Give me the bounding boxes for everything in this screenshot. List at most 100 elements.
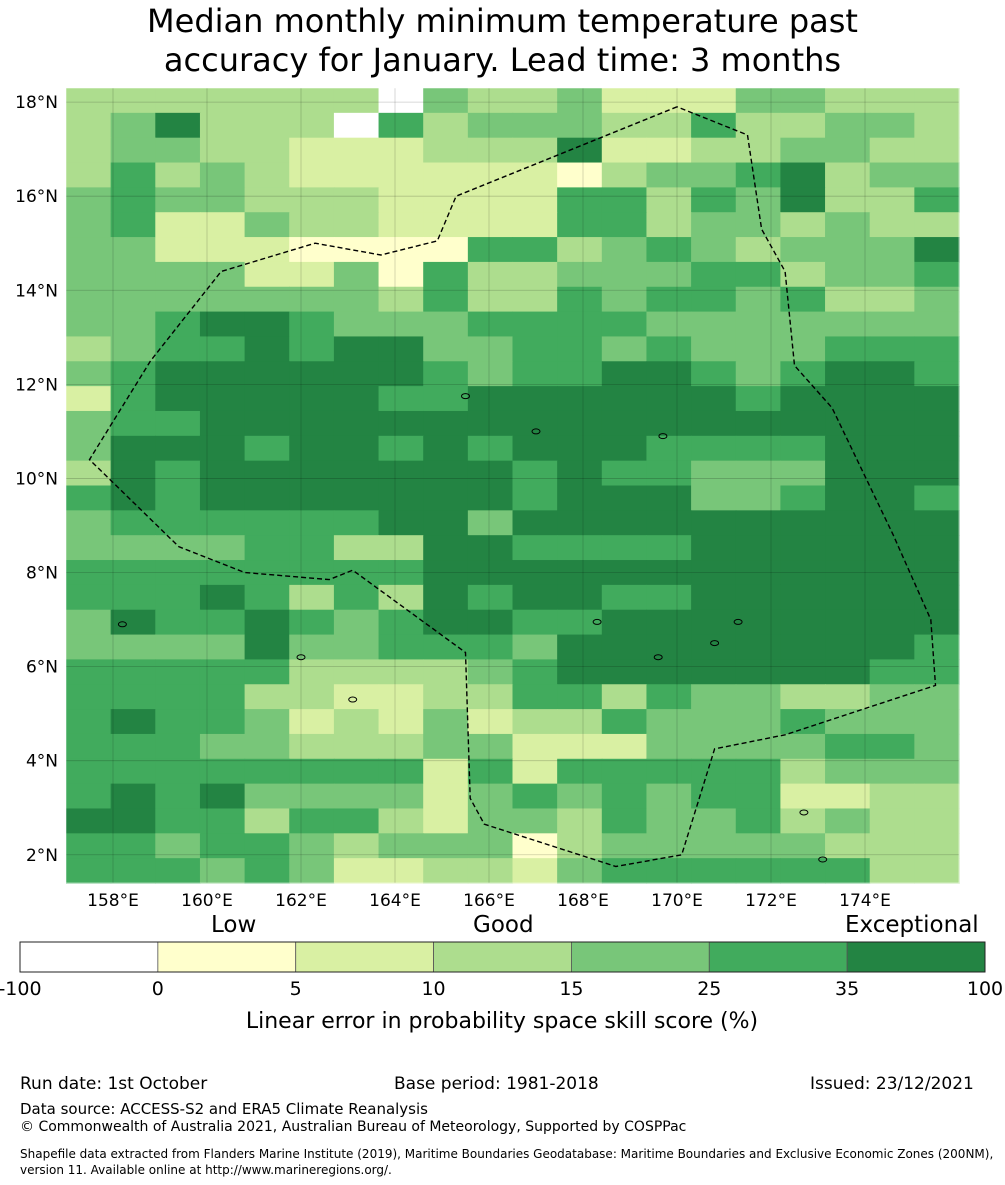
skill-cell [780,783,826,810]
skill-cell [691,361,737,387]
skill-cell [199,237,246,263]
skill-cell [914,187,960,213]
skill-cell [378,137,424,164]
skill-cell [66,560,112,586]
skill-cell [244,584,290,611]
skill-cell [423,286,469,313]
skill-cell [244,162,290,188]
skill-cell [289,733,335,760]
skill-cell [869,485,915,511]
skill-cell [735,634,781,660]
skill-cell [601,808,648,834]
skill-cell [155,584,201,611]
skill-cell [735,684,781,710]
skill-cell [825,808,871,834]
skill-cell [914,858,960,884]
skill-cell [691,212,737,238]
skill-cell [244,435,290,462]
skill-cell [333,435,380,462]
shapefile-credit: Shapefile data extracted from Flanders M… [20,1147,994,1177]
skill-cell [825,187,871,213]
skill-cell [423,410,469,437]
skill-cell [467,485,514,511]
skill-cell [66,112,112,139]
skill-cell [780,684,826,710]
skill-cell [333,510,380,536]
skill-cell [423,212,469,238]
skill-cell [914,212,960,238]
skill-cell [333,187,380,213]
skill-cell [735,361,781,387]
skill-cell [155,485,201,511]
skill-cell [423,187,469,213]
skill-cell [557,609,603,636]
skill-cell [378,709,424,735]
skill-cell [244,88,290,114]
skill-cell [423,560,469,586]
skill-cell [333,212,380,238]
skill-cell [646,535,692,561]
skill-cell [825,460,871,487]
skill-cell [155,386,201,412]
skill-cell [467,237,514,263]
skill-cell [289,435,335,462]
skill-cell [467,286,514,313]
skill-cell [289,187,335,213]
skill-cell [780,709,826,735]
skill-cell [378,659,424,685]
skill-cell [244,361,290,387]
lon-tick-label: 168°E [557,891,609,911]
skill-cell [914,237,960,263]
skill-cell [423,733,469,760]
skill-cell [735,733,781,760]
skill-cell [289,485,335,511]
skill-cell [333,659,380,685]
skill-cell [869,783,915,810]
skill-cell [110,684,156,710]
skill-cell [289,112,335,139]
skill-cell [914,535,960,561]
skill-cell [155,112,201,139]
skill-cell [780,311,826,338]
skill-cell [825,410,871,437]
skill-cell [378,361,424,387]
skill-cell [825,833,871,859]
skill-cell [155,261,201,288]
skill-cell [66,510,112,536]
skill-cell [601,783,648,810]
skill-cell [289,808,335,834]
skill-cell [244,684,290,710]
skill-cell [289,609,335,636]
skill-cell [780,361,826,387]
skill-cell [66,485,112,511]
skill-cell [601,510,648,536]
skill-cell [110,112,156,139]
skill-cell [512,336,558,362]
colorbar-segment [846,941,986,973]
skill-cell [423,88,469,114]
skill-cell [646,709,692,735]
skill-cell [155,659,201,685]
skill-cell [825,709,871,735]
skill-cell [244,510,290,536]
skill-cell [512,584,558,611]
skill-cell [467,336,514,362]
skill-cell [423,684,469,710]
skill-cell [780,485,826,511]
skill-cell [691,684,737,710]
skill-cell [512,535,558,561]
skill-cell [467,410,514,437]
skill-cell [467,609,514,636]
skill-cell [155,758,201,785]
skill-cell [423,311,469,338]
skill-cell [691,237,737,263]
skill-cell [289,137,335,164]
skill-cell [825,684,871,710]
skill-cell [110,659,156,685]
skill-cell [601,684,648,710]
lat-tick-label: 6°N [26,658,58,678]
skill-cell [646,435,692,462]
skill-cell [66,286,112,313]
skill-cell [333,88,380,114]
island-outline [592,618,602,625]
